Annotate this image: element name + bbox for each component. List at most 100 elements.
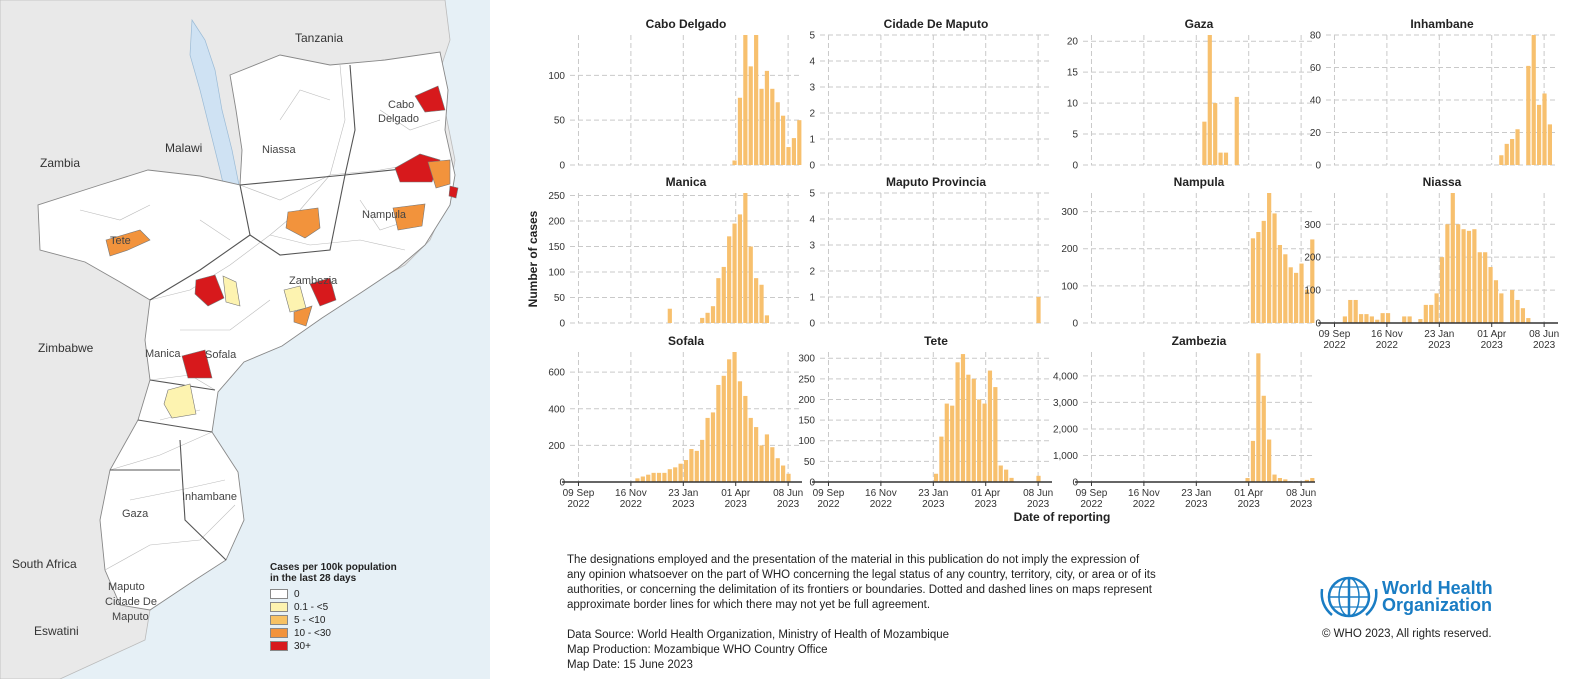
bar [673,467,678,482]
bar [966,374,971,482]
bar [786,147,791,165]
y-tick-label: 2 [809,267,815,278]
bar [646,474,651,482]
who-name: World Health Organization [1382,579,1493,615]
legend-swatch [270,628,288,638]
x-tick-label: 01 Apr [721,488,751,499]
x-tick-label: 2023 [1428,340,1451,351]
label-zambia: Zambia [40,156,80,170]
label-gaza: Gaza [122,508,149,520]
bar [1456,224,1461,323]
x-tick-label: 2023 [975,499,998,510]
bar [1245,478,1250,482]
bar [1261,220,1266,323]
legend-item-3: 10 - <30 [270,627,430,639]
y-tick-label: 5 [1072,130,1078,141]
bar [1531,35,1536,165]
x-tick-label: 01 Apr [1477,329,1507,340]
label-cidade-de: Cidade De [105,596,157,608]
bar [1283,254,1288,323]
bar [1445,224,1450,323]
bar [689,449,694,482]
x-tick-label: 16 Nov [1128,488,1160,499]
bar [1218,152,1223,165]
bar [791,138,797,165]
bar [1207,35,1212,165]
legend-label: 10 - <30 [294,627,331,639]
y-tick-label: 150 [798,416,815,427]
bar [781,115,786,165]
bar [770,88,775,165]
legend-swatch [270,615,288,625]
y-tick-label: 400 [548,404,565,415]
panel-nampula: Nampula 0 100 200 300 [1061,175,1315,330]
y-tick-label: 200 [548,217,565,228]
y-tick-label: 1 [809,135,815,146]
bar [683,460,689,482]
y-tick-label: 150 [548,242,565,253]
y-tick-label: 20 [1310,128,1322,139]
x-tick-label: 2023 [777,499,800,510]
y-tick-label: 2 [809,109,815,120]
bar [1499,155,1504,165]
bar [1461,229,1466,323]
bar [1423,304,1428,323]
panel-title: Cidade De Maputo [884,17,989,31]
x-tick-label: 09 Sep [563,488,595,499]
bar [1223,152,1229,165]
y-tick-label: 40 [1310,96,1322,107]
y-tick-label: 250 [548,191,565,202]
panel-title: Nampula [1174,175,1225,189]
x-tick-label: 23 Jan [918,488,948,499]
x-tick-label: 16 Nov [865,488,897,499]
panel-gaza: Gaza 0 5 10 15 20 [1067,17,1315,172]
y-tick-label: 100 [798,436,815,447]
label-zimbabwe: Zimbabwe [38,341,94,355]
x-tick-label: 2023 [1238,499,1261,510]
y-tick-label: 0 [1315,319,1321,330]
who-name-line2: Organization [1382,595,1493,615]
bar [635,478,640,482]
label-sofala: Sofala [205,349,237,361]
x-tick-label: 2022 [1376,340,1399,351]
x-tick-label: 2022 [1323,340,1346,351]
map-production: Map Production: Mozambique WHO Country O… [567,644,828,656]
district-orange-nampula-coast [427,159,451,189]
bar [1299,263,1304,323]
bar [1294,272,1299,323]
bar [651,472,656,482]
x-tick-label: 2023 [1481,340,1504,351]
y-tick-label: 10 [1067,99,1079,110]
y-tick-label: 100 [548,71,565,82]
bar [743,35,748,165]
y-tick-label: 0 [809,319,815,330]
x-tick-label: 2022 [817,499,840,510]
bar [1342,316,1347,323]
x-axis-label: Date of reporting [1014,510,1111,524]
bar [1407,316,1412,323]
bar [998,465,1003,482]
legend-title-line1: Cases per 100k population [270,562,397,573]
bar [1499,293,1504,323]
bar [1526,65,1531,165]
y-tick-label: 250 [798,374,815,385]
bar [1375,319,1380,323]
bar [1488,267,1493,323]
label-tete: Tete [110,235,131,247]
x-tick-label: 23 Jan [1181,488,1211,499]
y-tick-label: 80 [1310,31,1322,42]
bar [1304,479,1310,482]
legend-label: 5 - <10 [294,614,326,626]
bar [1283,479,1288,482]
y-tick-label: 20 [1067,37,1079,48]
bar [743,395,748,482]
y-tick-label: 100 [548,268,565,279]
bar [1434,293,1439,323]
x-tick-label: 08 Jun [1286,488,1316,499]
x-tick-label: 2022 [870,499,893,510]
bar [1477,252,1482,323]
bar [1036,297,1041,323]
bar [1493,280,1499,323]
